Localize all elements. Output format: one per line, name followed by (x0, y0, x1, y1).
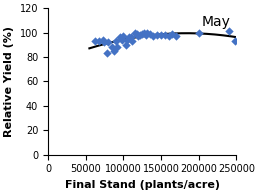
Point (174, 35, 178, 38)
Point (110, 46, 114, 49)
Point (145, 31, 149, 34)
Point (101, 38, 105, 42)
Point (135, 32, 139, 35)
Point (102, 41, 106, 44)
Point (121, 35, 125, 38)
Point (163, 33, 167, 36)
Point (111, 49, 116, 52)
Point (133, 31, 137, 34)
Point (167, 35, 171, 38)
Point (120, 38, 124, 42)
Point (93, 40, 97, 43)
Point (138, 33, 142, 36)
Point (115, 46, 119, 49)
Text: May: May (202, 16, 231, 29)
Y-axis label: Relative Yield (%): Relative Yield (%) (4, 26, 14, 137)
Point (148, 32, 152, 35)
Point (97, 40, 101, 43)
Point (159, 33, 163, 36)
Point (136, 35, 140, 38)
Point (124, 43, 128, 46)
Point (130, 40, 134, 43)
Point (155, 33, 159, 36)
Point (127, 36, 131, 39)
Point (197, 31, 201, 34)
Point (118, 36, 122, 39)
Point (151, 35, 155, 38)
Point (170, 32, 174, 35)
Point (125, 38, 129, 42)
Point (144, 33, 148, 36)
Point (233, 40, 237, 43)
Point (227, 30, 231, 33)
Point (105, 52, 109, 55)
Point (114, 40, 118, 43)
Point (142, 31, 147, 34)
Point (106, 41, 110, 44)
Point (140, 32, 144, 35)
X-axis label: Final Stand (plants/acre): Final Stand (plants/acre) (65, 180, 220, 190)
Point (129, 36, 133, 39)
